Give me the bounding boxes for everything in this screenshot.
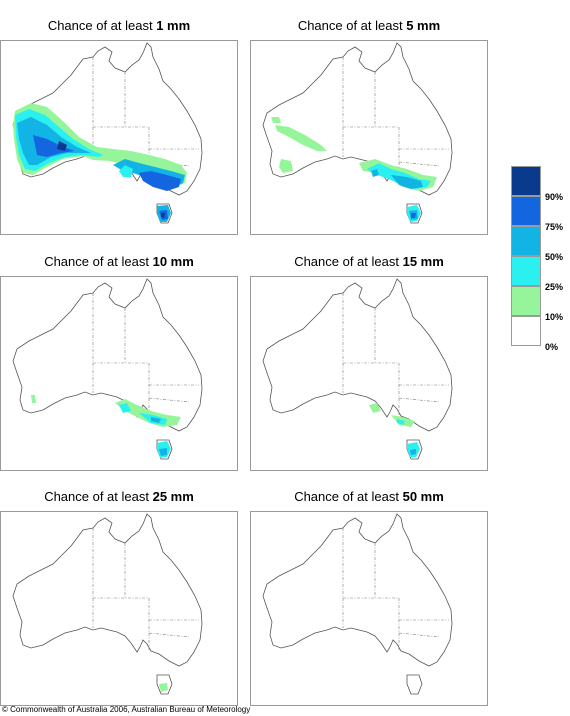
map-svg <box>12 278 203 460</box>
australia-map <box>0 511 238 706</box>
legend-swatch-75 <box>511 196 541 226</box>
legend-swatch-0 <box>511 316 541 346</box>
australia-map <box>250 276 488 471</box>
australia-map <box>250 511 488 706</box>
australia-map <box>0 40 238 235</box>
legend-swatch-50 <box>511 226 541 256</box>
panel-title: Chance of at least 50 mm <box>294 489 444 504</box>
panel-title: Chance of at least 1 mm <box>47 18 191 33</box>
panel-title: Chance of at least 10 mm <box>44 254 194 269</box>
copyright-notice: © Commonwealth of Australia 2006, Austra… <box>2 705 251 714</box>
legend-label-75: 75% <box>545 222 564 232</box>
map-svg <box>12 42 203 224</box>
legend-swatch-90 <box>511 166 541 196</box>
panel-title: Chance of at least 15 mm <box>294 254 444 269</box>
map-svg <box>262 42 453 224</box>
probability-legend: 90% 75% 50% 25% 10% 0% <box>511 166 570 356</box>
panel-title: Chance of at least 5 mm <box>297 18 441 33</box>
map-svg <box>262 513 453 695</box>
legend-label-25: 25% <box>545 282 564 292</box>
map-svg <box>12 513 203 695</box>
legend-label-90: 90% <box>545 192 564 202</box>
australia-map <box>250 40 488 235</box>
legend-label-50: 50% <box>545 252 564 262</box>
map-svg <box>262 278 453 460</box>
legend-label-10: 10% <box>545 312 564 322</box>
legend-label-0: 0% <box>545 342 559 352</box>
legend-swatch-10 <box>511 286 541 316</box>
panel-title: Chance of at least 25 mm <box>44 489 194 504</box>
australia-map <box>0 276 238 471</box>
legend-swatch-25 <box>511 256 541 286</box>
